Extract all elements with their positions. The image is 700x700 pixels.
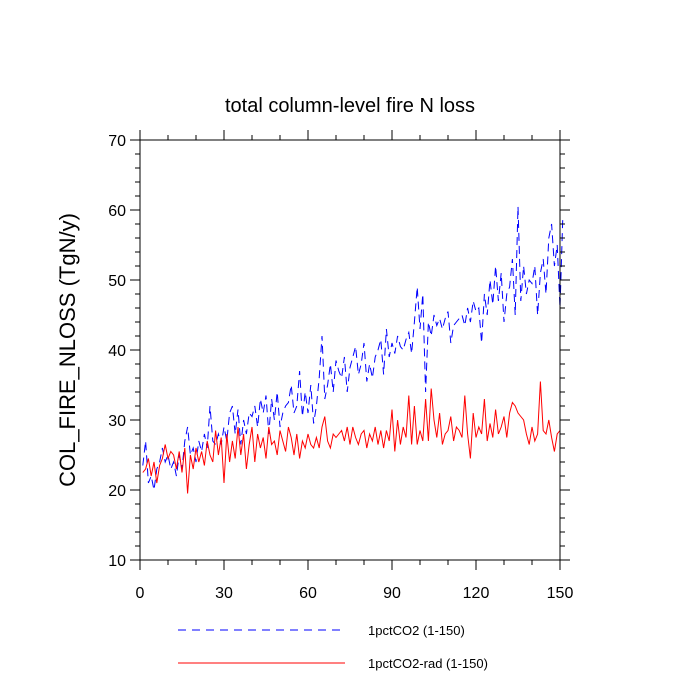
x-tick-label: 0 [136,585,145,602]
y-tick-label: 10 [108,553,126,570]
x-tick-label: 30 [215,585,233,602]
y-tick-label: 20 [108,483,126,500]
y-tick-label: 50 [108,273,126,290]
legend-label-2: 1pctCO2-rad (1-150) [368,656,488,671]
chart-title: total column-level fire N loss [225,95,475,117]
y-axis-label: COL_FIRE_NLOSS (TgN/y) [55,213,80,487]
series-line-1 [142,206,564,491]
plot-area [142,206,564,494]
y-tick-label: 30 [108,413,126,430]
x-tick-label: 150 [547,585,574,602]
series-line-2 [142,381,561,494]
legend: 1pctCO2 (1-150) 1pctCO2-rad (1-150) [178,623,488,671]
y-tick-label: 70 [108,133,126,150]
x-tick-label: 120 [463,585,490,602]
axes: 0 30 60 90 120 150 10 20 30 40 50 60 70 [108,130,573,602]
x-tick-label: 90 [383,585,401,602]
y-tick-label: 40 [108,343,126,360]
plot-frame [139,139,561,561]
legend-label-1: 1pctCO2 (1-150) [368,623,465,638]
x-tick-label: 60 [299,585,317,602]
y-tick-label: 60 [108,203,126,220]
